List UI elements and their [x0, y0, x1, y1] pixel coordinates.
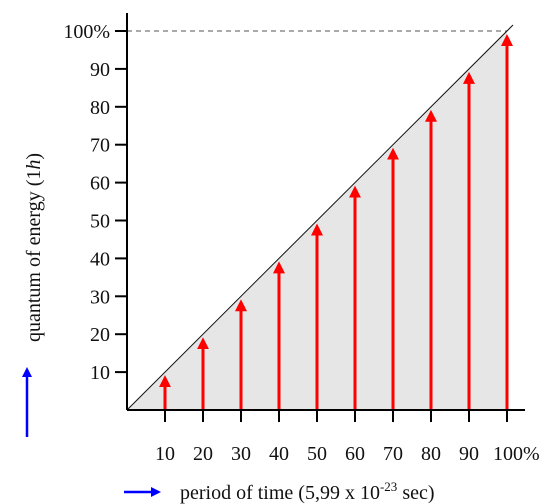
y-tick-label: 10 — [90, 362, 110, 384]
x-tick-label: 100% — [493, 443, 540, 465]
diagonal-reference-line — [126, 24, 514, 411]
y-tick-label: 80 — [90, 97, 110, 119]
y-tick-label: 60 — [90, 173, 110, 195]
x-tick-label: 40 — [269, 443, 289, 465]
x-axis-title: period of time (5,99 x 10-23 sec) — [180, 479, 435, 504]
arrow-series — [159, 34, 513, 410]
y-ticks: 10 20 30 40 50 60 70 80 90 100% — [63, 21, 127, 384]
x-tick-label: 10 — [155, 443, 175, 465]
y-tick-label: 100% — [63, 21, 110, 43]
x-tick-label: 70 — [383, 443, 403, 465]
x-tick-label: 90 — [459, 443, 479, 465]
y-tick-label: 50 — [90, 211, 110, 233]
y-axis-title: quantum of energy (1h) — [23, 153, 45, 342]
x-tick-label: 80 — [421, 443, 441, 465]
y-tick-label: 20 — [90, 324, 110, 346]
x-tick-label: 20 — [193, 443, 213, 465]
x-tick-label: 30 — [231, 443, 251, 465]
x-tick-label: 60 — [345, 443, 365, 465]
y-tick-label: 70 — [90, 135, 110, 157]
x-tick-label: 50 — [307, 443, 327, 465]
y-tick-label: 90 — [90, 59, 110, 81]
x-ticks: 10 20 30 40 50 60 70 80 90 100% — [155, 410, 540, 465]
y-tick-label: 40 — [90, 248, 110, 270]
y-tick-label: 30 — [90, 286, 110, 308]
